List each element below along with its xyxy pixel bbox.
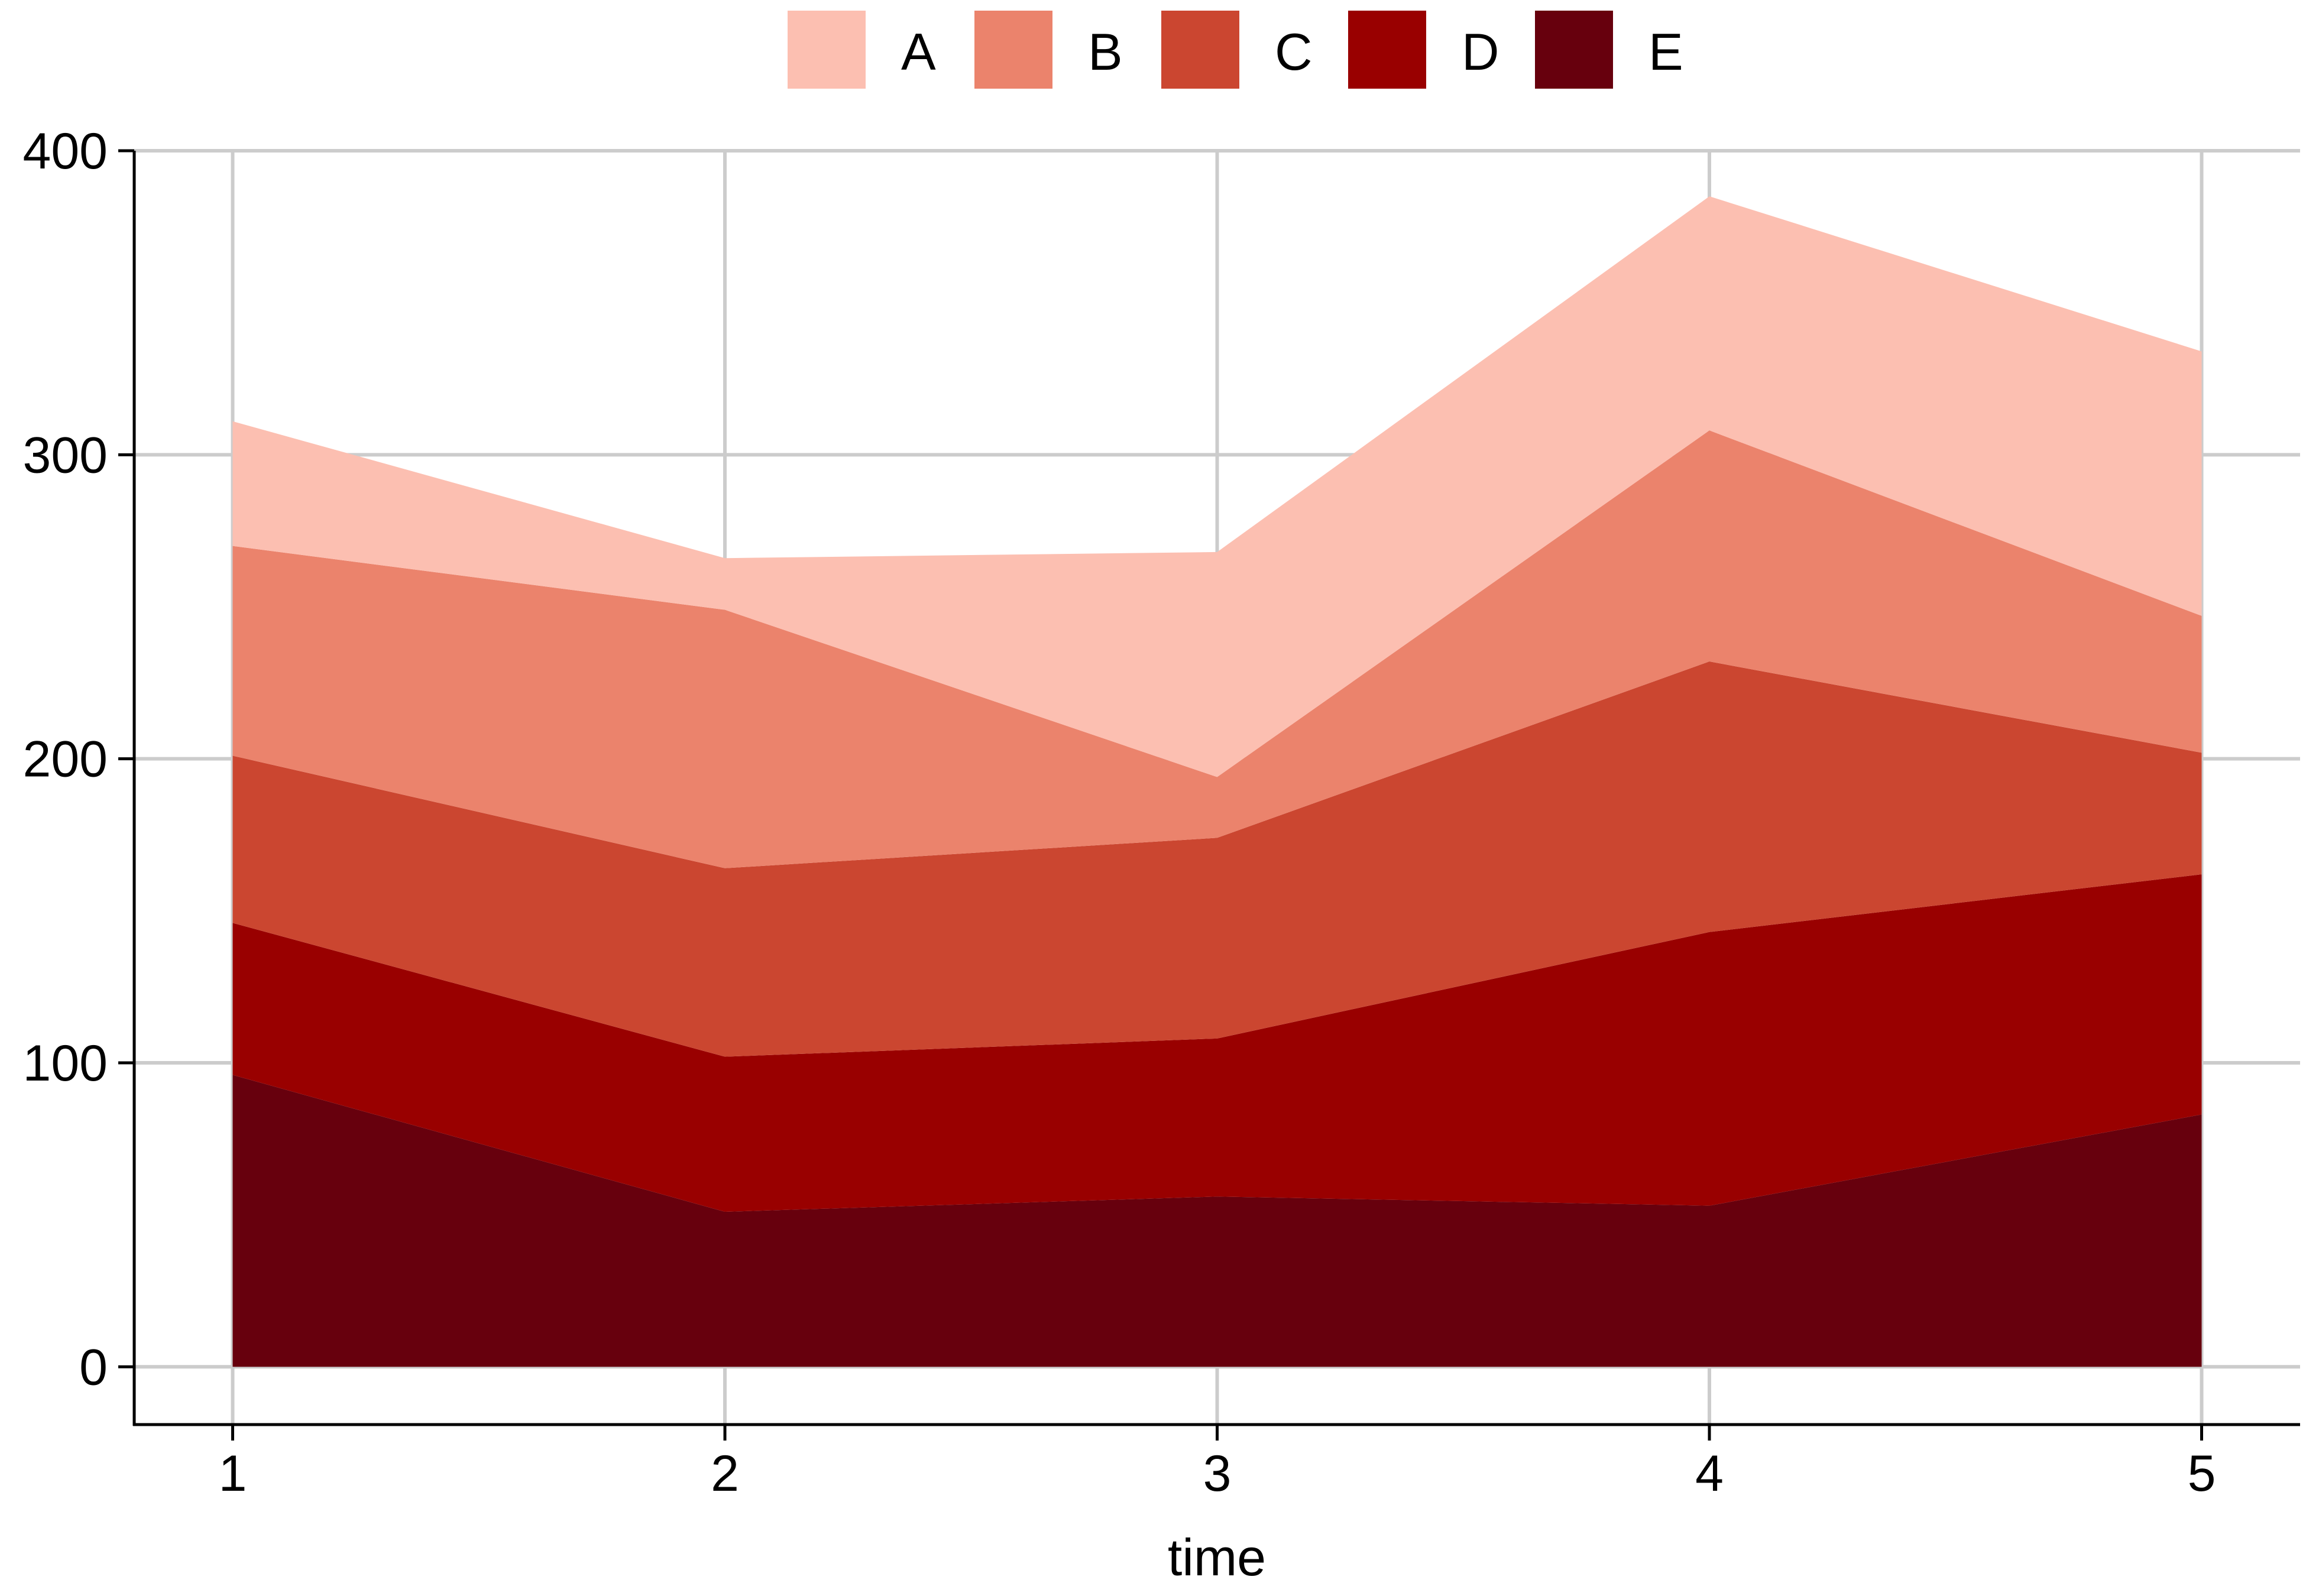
- x-axis-title: time: [1168, 1528, 1266, 1587]
- legend-label-D: D: [1462, 22, 1499, 81]
- y-tick-label-200: 200: [23, 731, 108, 788]
- x-tick-label-3: 3: [1203, 1445, 1232, 1502]
- area-series-D: [232, 874, 2202, 1212]
- legend-key-B: [974, 11, 1052, 89]
- legend-label-B: B: [1088, 22, 1123, 81]
- x-axis-ticks: 1 2 3 4 5: [219, 1425, 2216, 1502]
- x-tick-label-5: 5: [2188, 1445, 2216, 1502]
- y-tick-label-100: 100: [23, 1035, 108, 1092]
- x-tick-label-2: 2: [711, 1445, 739, 1502]
- area-series-B: [232, 430, 2202, 868]
- area-series-A: [232, 196, 2202, 777]
- legend-key-D: [1348, 11, 1426, 89]
- legend-key-C: [1161, 11, 1239, 89]
- area-layers: [232, 196, 2202, 1367]
- area-series-E: [232, 1075, 2202, 1367]
- y-tick-label-300: 300: [23, 427, 108, 484]
- x-tick-label-1: 1: [219, 1445, 247, 1502]
- legend: A B C D E: [788, 11, 1683, 89]
- area-series-C: [232, 661, 2202, 1057]
- x-tick-label-4: 4: [1695, 1445, 1724, 1502]
- y-tick-label-0: 0: [79, 1339, 108, 1396]
- legend-key-E: [1535, 11, 1613, 89]
- legend-label-A: A: [901, 22, 936, 81]
- legend-label-C: C: [1275, 22, 1313, 81]
- y-axis-ticks: 0 100 200 300 400: [23, 123, 134, 1396]
- legend-label-E: E: [1648, 22, 1683, 81]
- y-tick-label-400: 400: [23, 123, 108, 180]
- legend-key-A: [788, 11, 866, 89]
